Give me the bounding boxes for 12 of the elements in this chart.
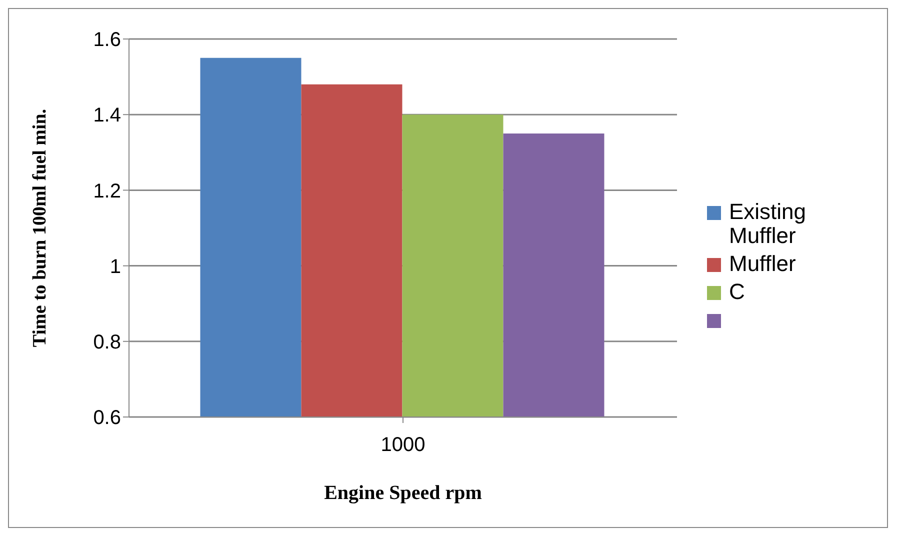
x-tick-label: 1000 [380, 434, 426, 456]
legend-label: Muffler [729, 251, 796, 276]
y-tick-label: 0.6 [93, 407, 121, 430]
y-tick-label: 1.6 [93, 29, 121, 52]
y-axis-title: Time to burn 100ml fuel min. [30, 108, 51, 348]
y-tick-label: 1 [110, 256, 121, 278]
y-tick-label: 1.4 [93, 104, 121, 127]
legend-label: Existing Muffler [729, 199, 808, 248]
y-tick-label: 0.8 [93, 332, 121, 354]
legend-label: C [729, 279, 745, 304]
x-axis-title: Engine Speed rpm [324, 482, 482, 504]
y-tick-label: 1.2 [93, 180, 121, 202]
